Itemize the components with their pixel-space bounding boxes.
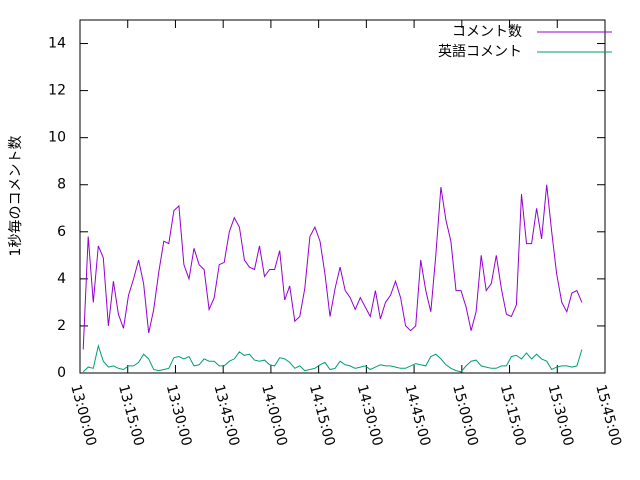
y-tick-label: 14 [48, 36, 66, 52]
y-tick-label: 8 [57, 177, 66, 193]
series-line [82, 344, 583, 373]
plot-frame [79, 19, 606, 374]
series-line [82, 184, 583, 350]
legend-label: 英語コメント [438, 43, 522, 60]
y-tick-label: 12 [48, 83, 66, 99]
legend-label: コメント数 [452, 24, 522, 40]
y-tick-label: 4 [57, 271, 66, 287]
y-axis-label: 1秒毎のコメント数 [8, 136, 24, 257]
y-tick-label: 2 [57, 318, 66, 334]
y-tick-label: 6 [57, 224, 66, 240]
y-tick-label: 0 [57, 365, 66, 381]
y-tick-label: 10 [48, 130, 66, 146]
